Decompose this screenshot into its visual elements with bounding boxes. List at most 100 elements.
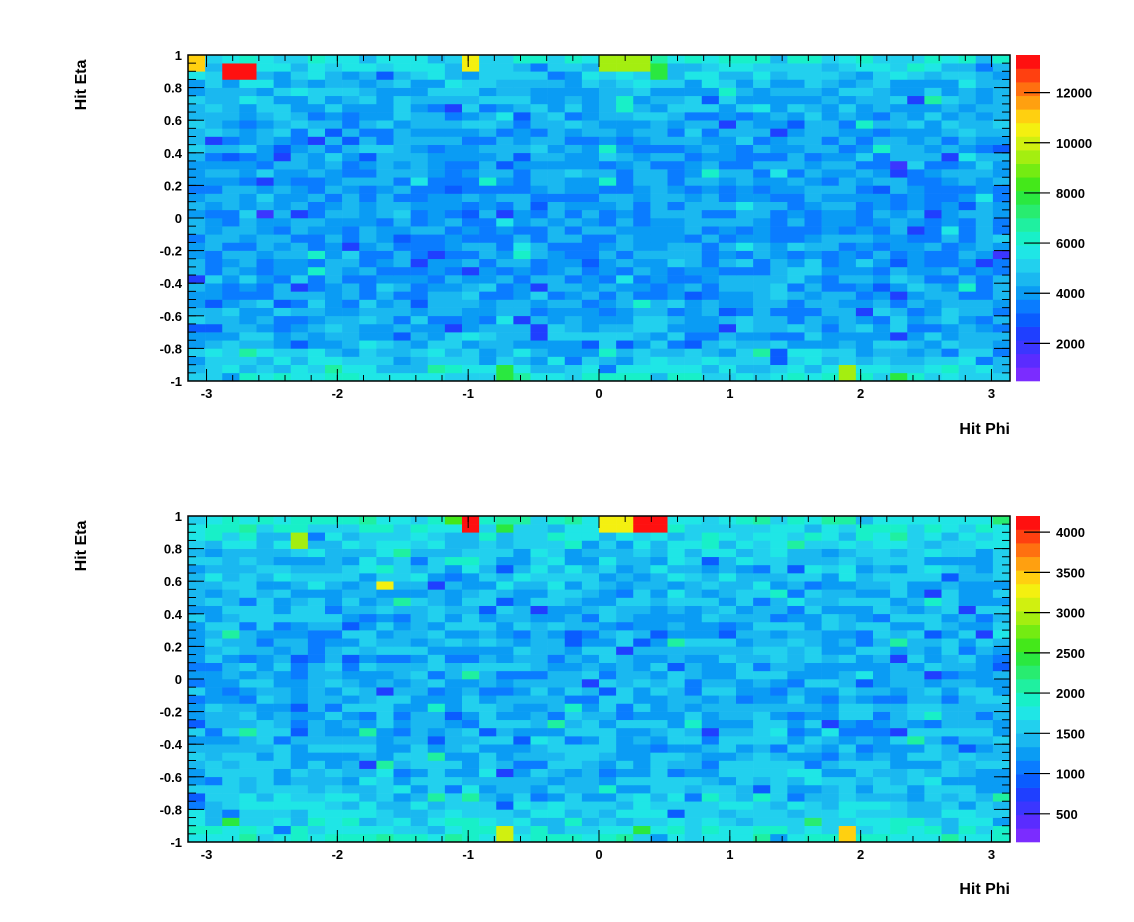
heatmap-cell bbox=[359, 348, 377, 357]
heatmap-cell bbox=[222, 687, 240, 696]
heatmap-cell bbox=[736, 793, 754, 802]
heatmap-cell bbox=[427, 372, 446, 382]
heatmap-cell bbox=[958, 152, 977, 162]
heatmap-cell bbox=[222, 564, 240, 574]
heatmap-cell bbox=[342, 719, 360, 729]
heatmap-cell bbox=[650, 744, 668, 753]
heatmap-cell bbox=[718, 79, 737, 88]
heatmap-cell bbox=[290, 679, 309, 688]
heatmap-cell bbox=[222, 605, 240, 615]
heatmap-cell bbox=[718, 516, 737, 525]
heatmap-cell bbox=[462, 801, 480, 810]
heatmap-cell bbox=[496, 573, 514, 582]
heatmap-cell bbox=[530, 711, 548, 721]
heatmap-cell bbox=[307, 711, 326, 721]
heatmap-cell bbox=[376, 323, 394, 333]
heatmap-cell bbox=[479, 817, 497, 826]
heatmap-cell bbox=[376, 283, 394, 292]
heatmap-cell bbox=[564, 516, 583, 525]
heatmap-cell bbox=[410, 218, 429, 227]
heatmap-cell bbox=[342, 613, 360, 623]
heatmap-cell bbox=[479, 597, 497, 606]
heatmap-cell bbox=[958, 540, 977, 549]
heatmap-cell bbox=[564, 136, 583, 145]
heatmap-cell bbox=[992, 348, 1011, 357]
heatmap-cell bbox=[427, 776, 446, 786]
heatmap-cell bbox=[787, 185, 805, 194]
heatmap-cell bbox=[616, 670, 634, 680]
colorbar-segment bbox=[1016, 299, 1040, 314]
heatmap-cell bbox=[222, 736, 240, 745]
heatmap-cell bbox=[325, 364, 343, 374]
heatmap-cell bbox=[479, 364, 497, 374]
heatmap-cell bbox=[616, 768, 634, 778]
heatmap-cell bbox=[188, 112, 206, 121]
heatmap-cell bbox=[821, 760, 840, 769]
heatmap-cell bbox=[684, 703, 703, 712]
heatmap-cell bbox=[273, 613, 292, 623]
heatmap-cell bbox=[393, 768, 411, 778]
heatmap-cell bbox=[547, 87, 566, 97]
heatmap-cell bbox=[444, 185, 463, 194]
heatmap-cell bbox=[547, 169, 566, 178]
heatmap-cell bbox=[770, 736, 788, 745]
heatmap-cell bbox=[701, 564, 720, 574]
heatmap-cell bbox=[907, 760, 925, 769]
heatmap-cell bbox=[581, 356, 600, 365]
heatmap-cell bbox=[530, 760, 548, 769]
heatmap-cell bbox=[599, 242, 617, 251]
heatmap-cell bbox=[667, 833, 685, 843]
heatmap-cell bbox=[239, 613, 257, 623]
heatmap-cell bbox=[188, 193, 206, 202]
heatmap-cell bbox=[444, 218, 463, 227]
heatmap-cell bbox=[907, 266, 925, 276]
heatmap-cell bbox=[616, 638, 634, 647]
heatmap-cell bbox=[359, 695, 377, 704]
heatmap-cell bbox=[205, 120, 223, 129]
heatmap-cell bbox=[222, 760, 240, 769]
heatmap-cell bbox=[444, 87, 463, 97]
heatmap-cell bbox=[821, 209, 840, 219]
heatmap-cell bbox=[359, 209, 377, 219]
heatmap-cell bbox=[718, 201, 737, 211]
heatmap-cell bbox=[359, 87, 377, 97]
heatmap-cell bbox=[273, 744, 292, 753]
heatmap-cell bbox=[873, 193, 891, 202]
heatmap-cell bbox=[633, 323, 651, 333]
heatmap-cell bbox=[479, 719, 497, 729]
heatmap-cell bbox=[564, 356, 583, 365]
heatmap-cell bbox=[924, 597, 942, 606]
heatmap-cell bbox=[564, 185, 583, 194]
heatmap-cell bbox=[530, 605, 548, 615]
heatmap-cell bbox=[684, 55, 703, 64]
heatmap-cell bbox=[496, 103, 514, 113]
heatmap-cell bbox=[924, 218, 942, 227]
heatmap-cell bbox=[821, 564, 840, 574]
heatmap-cell bbox=[359, 242, 377, 251]
heatmap-cell bbox=[718, 307, 737, 317]
heatmap-cell bbox=[513, 250, 531, 260]
heatmap-cell bbox=[684, 169, 703, 178]
heatmap-cell bbox=[890, 646, 908, 655]
heatmap-cell bbox=[410, 315, 429, 325]
heatmap-cell bbox=[924, 87, 942, 97]
heatmap-cell bbox=[924, 581, 942, 590]
heatmap-cell bbox=[290, 605, 309, 615]
heatmap-cell bbox=[855, 760, 874, 769]
heatmap-cell bbox=[804, 833, 822, 843]
heatmap-cell bbox=[890, 548, 908, 558]
heatmap-cell bbox=[290, 275, 309, 284]
heatmap-cell bbox=[992, 250, 1011, 260]
heatmap-cell bbox=[462, 662, 480, 672]
heatmap-cell bbox=[992, 556, 1011, 566]
heatmap-cell bbox=[770, 332, 788, 341]
heatmap-cell bbox=[342, 548, 360, 558]
heatmap-cell bbox=[393, 825, 411, 835]
heatmap-cell bbox=[924, 193, 942, 202]
heatmap-cell bbox=[838, 299, 857, 308]
heatmap-cell bbox=[616, 291, 634, 300]
heatmap-cell bbox=[667, 71, 685, 80]
heatmap-cell bbox=[290, 784, 309, 794]
heatmap-cell bbox=[684, 670, 703, 680]
heatmap-cell bbox=[599, 597, 617, 606]
